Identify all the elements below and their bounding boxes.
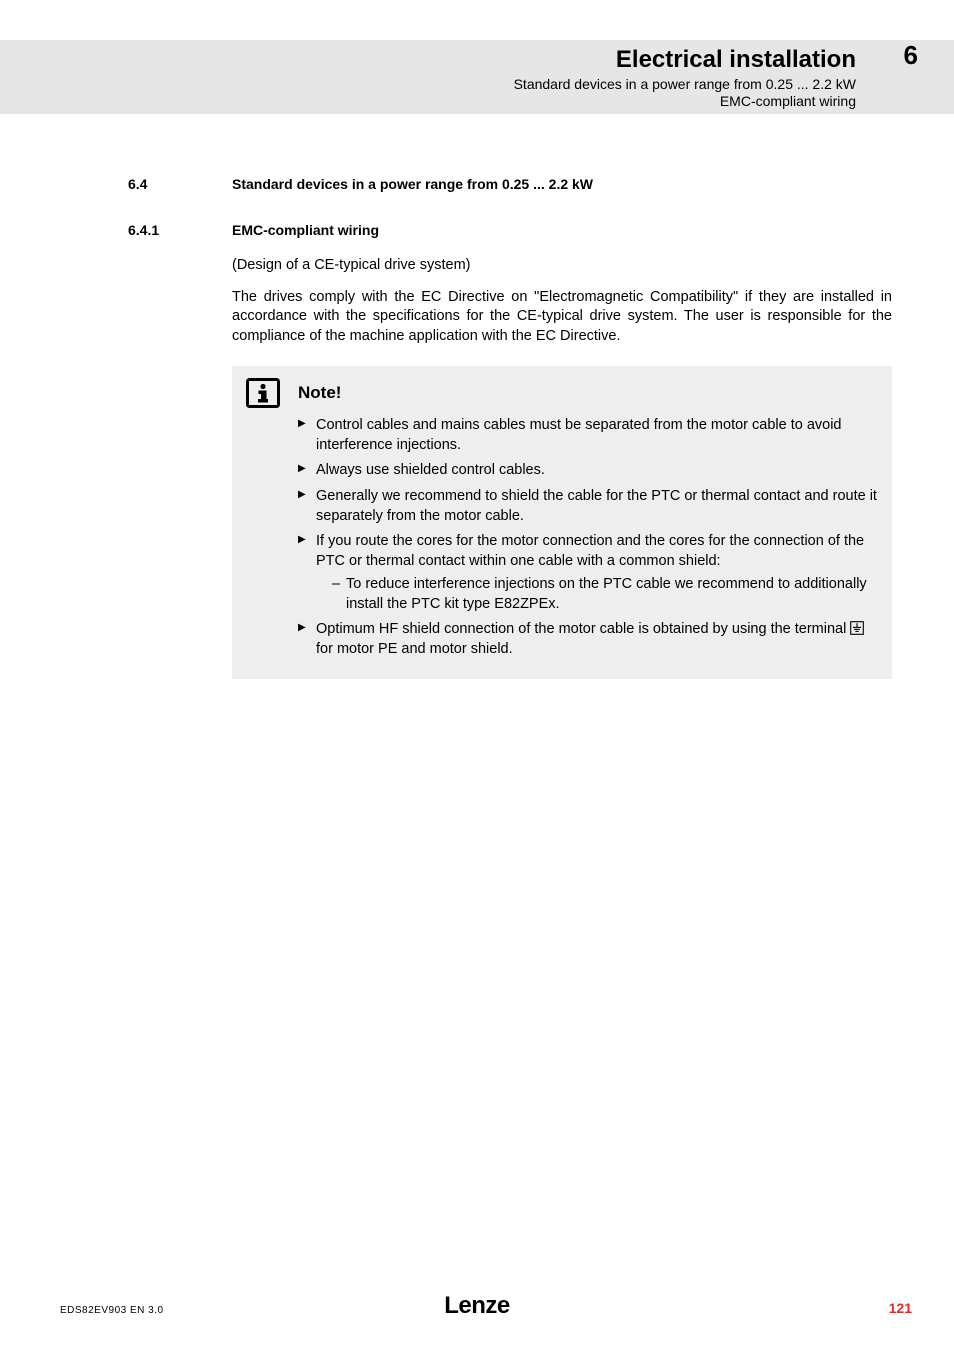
- subsection-title: EMC-compliant wiring: [232, 222, 379, 238]
- footer-doc-id: EDS82EV903 EN 3.0: [60, 1305, 164, 1316]
- note-list: Control cables and mains cables must be …: [298, 416, 878, 659]
- header-text-block: Electrical installation Standard devices…: [514, 40, 856, 114]
- note-item-3: Generally we recommend to shield the cab…: [298, 487, 878, 526]
- info-icon: [246, 378, 280, 408]
- body-paragraph-2: The drives comply with the EC Directive …: [232, 288, 892, 347]
- header-subtitle-1: Standard devices in a power range from 0…: [514, 76, 856, 92]
- chapter-number: 6: [904, 40, 918, 71]
- note-item-5: Optimum HF shield connection of the moto…: [298, 620, 878, 659]
- note-label: Note!: [298, 383, 341, 403]
- subsection-heading-row: 6.4.1 EMC-compliant wiring: [128, 222, 892, 238]
- header-title: Electrical installation: [514, 46, 856, 74]
- header-subtitle-2: EMC-compliant wiring: [514, 93, 856, 109]
- header-band: Electrical installation Standard devices…: [0, 40, 954, 114]
- note-box: Note! Control cables and mains cables mu…: [232, 366, 892, 679]
- note-item-4: If you route the cores for the motor con…: [298, 532, 878, 614]
- body-paragraph-1: (Design of a CE-typical drive system): [232, 256, 892, 276]
- note-item-4-sublist: To reduce interference injections on the…: [332, 575, 878, 614]
- footer: EDS82EV903 EN 3.0 Lenze 121: [0, 1292, 954, 1316]
- subsection-number: 6.4.1: [128, 222, 232, 238]
- note-item-1: Control cables and mains cables must be …: [298, 416, 878, 455]
- content-area: 6.4 Standard devices in a power range fr…: [128, 176, 892, 679]
- note-item-5-post: for motor PE and motor shield.: [316, 641, 513, 657]
- note-item-2: Always use shielded control cables.: [298, 461, 878, 481]
- body-text: (Design of a CE-typical drive system) Th…: [232, 256, 892, 346]
- note-item-4-sub: To reduce interference injections on the…: [332, 575, 878, 614]
- footer-page-number: 121: [889, 1300, 912, 1316]
- section-number: 6.4: [128, 176, 232, 192]
- note-header: Note!: [246, 378, 878, 408]
- section-title: Standard devices in a power range from 0…: [232, 176, 593, 192]
- section-heading-row: 6.4 Standard devices in a power range fr…: [128, 176, 892, 192]
- note-item-5-pre: Optimum HF shield connection of the moto…: [316, 621, 850, 637]
- note-item-4-text: If you route the cores for the motor con…: [316, 533, 864, 569]
- footer-logo: Lenze: [444, 1292, 510, 1320]
- earth-terminal-icon: [850, 621, 864, 635]
